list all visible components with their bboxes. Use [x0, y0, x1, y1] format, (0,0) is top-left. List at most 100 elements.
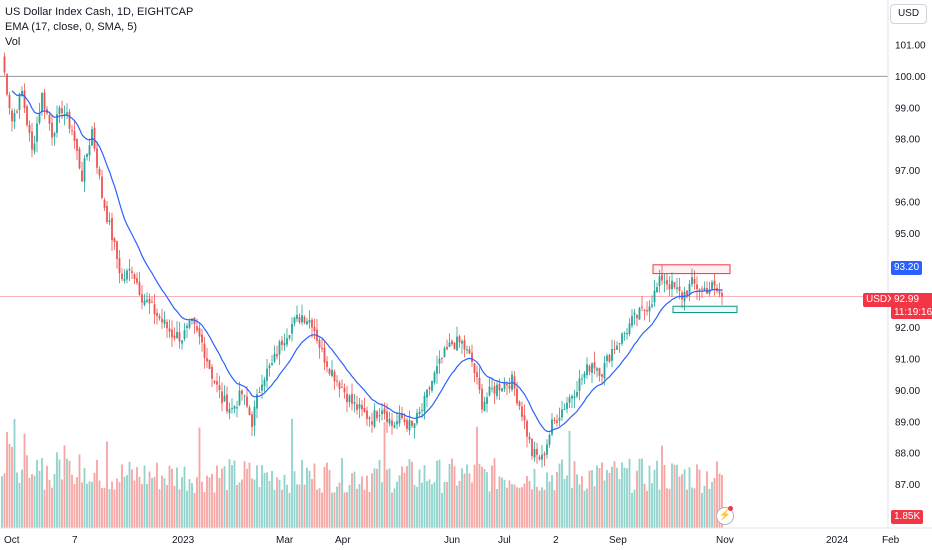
candle-body: [556, 420, 558, 423]
candle-body: [496, 384, 498, 397]
volume-bar: [573, 461, 576, 528]
volume-bar: [51, 487, 53, 528]
candle-body: [651, 304, 653, 307]
time-tick-label: Jun: [444, 535, 460, 546]
volume-bar: [81, 482, 83, 528]
candle-body: [376, 411, 378, 419]
candle-body: [98, 168, 101, 176]
volume-bar: [636, 470, 638, 528]
volume-bar: [563, 478, 566, 528]
candle-body: [673, 281, 676, 288]
ema-path: [11, 90, 723, 433]
candle-body: [126, 270, 128, 280]
symbol-title[interactable]: US Dollar Index Cash, 1D, EIGHTCAP: [5, 6, 194, 18]
candle-body: [358, 403, 361, 409]
candle-body: [163, 319, 166, 324]
ema-indicator-label[interactable]: EMA (17, close, 0, SMA, 5): [5, 21, 138, 33]
candle-body: [588, 365, 591, 372]
volume-bar: [126, 474, 128, 528]
candle-body: [696, 284, 698, 290]
candle-body: [71, 130, 73, 132]
volume-bar: [536, 486, 538, 528]
candle-body: [593, 362, 596, 369]
volume-indicator-label[interactable]: Vol: [5, 36, 21, 48]
volume-bar: [108, 489, 111, 528]
currency-button[interactable]: USD: [890, 4, 927, 24]
notification-dot: [728, 506, 733, 511]
candle-body: [101, 176, 103, 198]
candle-body: [26, 106, 28, 125]
candle-body: [481, 388, 483, 410]
volume-bar: [26, 455, 28, 528]
volume-bar: [133, 480, 136, 528]
volume-bar: [36, 459, 38, 528]
candle-body: [543, 453, 546, 456]
candle-body: [721, 293, 723, 297]
volume-bar: [703, 485, 706, 528]
candle-body: [691, 277, 693, 285]
volume-bar: [6, 432, 8, 528]
candle-body: [356, 404, 358, 410]
candle-body: [308, 319, 311, 323]
candle-body: [166, 321, 168, 329]
volume-bar: [496, 488, 498, 528]
volume-bar: [23, 433, 26, 528]
volume-bar: [638, 458, 641, 528]
volume-bar: [356, 488, 358, 528]
volume-bar: [156, 462, 158, 528]
candle-body: [293, 317, 296, 324]
volume-bar: [363, 489, 366, 528]
volume-bar: [268, 480, 271, 528]
volume-bar: [158, 489, 161, 528]
lightning-icon[interactable]: ⚡: [716, 507, 734, 525]
volume-bar: [371, 473, 373, 528]
candle-body: [91, 129, 93, 146]
candle-body: [558, 417, 561, 421]
candle-body: [288, 335, 291, 339]
candle-body: [276, 354, 278, 357]
volume-bar: [398, 475, 401, 528]
volume-bar: [538, 490, 541, 528]
volume-bar: [8, 443, 11, 528]
candle-body: [156, 312, 158, 316]
candle-body: [388, 418, 391, 424]
candle-body: [703, 288, 706, 291]
candle-body: [613, 349, 616, 351]
candle-body: [366, 410, 368, 419]
candle-body: [178, 332, 181, 342]
volume-bar: [196, 477, 198, 528]
candle-body: [441, 357, 443, 359]
candle-body: [663, 281, 666, 283]
volume-bar: [241, 479, 243, 528]
candle-body: [633, 312, 636, 315]
candle-body: [646, 310, 648, 312]
volume-bar: [516, 487, 518, 528]
candle-body: [198, 328, 201, 337]
candle-body: [608, 354, 611, 362]
candle-body: [483, 401, 486, 412]
time-tick-label: 2: [553, 535, 559, 546]
volume-bar: [543, 489, 546, 528]
time-axis[interactable]: Oct 7 2023 Mar Apr Jun Jul 2 Sep Nov 2024 Feb: [4, 535, 900, 546]
candle-body: [173, 335, 176, 339]
volume-bar: [396, 481, 398, 528]
volume-bar: [286, 484, 288, 528]
candle-body: [208, 359, 211, 369]
candle-body: [423, 395, 426, 412]
volume-bar: [568, 430, 571, 528]
candle-body: [463, 340, 466, 350]
candle-body: [523, 415, 526, 421]
candle-body: [318, 340, 321, 348]
candle-body: [103, 200, 106, 209]
candle-body: [513, 376, 516, 389]
candle-body: [458, 336, 461, 343]
candle-body: [278, 341, 281, 355]
volume-bar: [288, 492, 291, 528]
volume-bar: [708, 488, 711, 528]
volume-bar: [588, 470, 591, 528]
candle-body: [321, 347, 323, 349]
volume-bar: [246, 468, 248, 528]
volume-bar: [233, 460, 236, 528]
volume-bar: [383, 422, 386, 528]
